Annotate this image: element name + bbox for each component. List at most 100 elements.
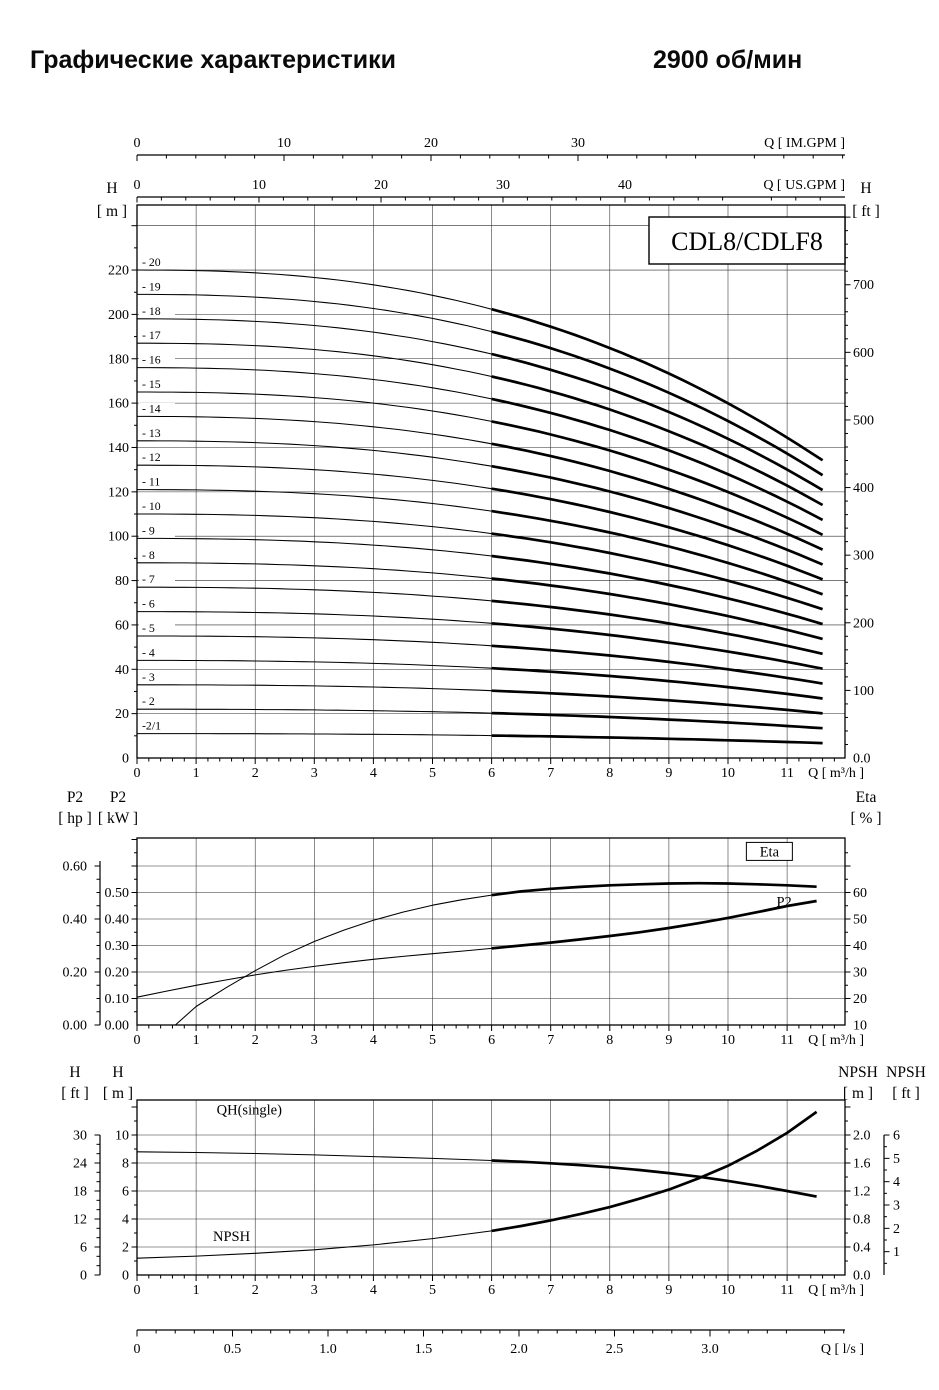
stage-55-curve-bold — [491, 644, 823, 685]
tick-label: 11 — [780, 1283, 793, 1298]
series-label: QH(single) — [217, 1102, 282, 1118]
tick-label: 3 — [311, 766, 318, 781]
tick-label: 1.6 — [853, 1157, 871, 1172]
stage-label-bg — [139, 354, 175, 367]
stage-209-curve — [137, 293, 492, 333]
tick-label: 0 — [122, 752, 129, 767]
tick-label: 0.8 — [853, 1213, 871, 1228]
series-label: Eta — [760, 844, 780, 860]
tick-label: 10 — [721, 766, 735, 781]
tick-label: 0.60 — [63, 860, 88, 875]
P2-curve — [136, 947, 492, 998]
tick-label: 140 — [108, 441, 129, 456]
tick-label: 20 — [115, 707, 129, 722]
y-axis-header: Eta — [856, 789, 877, 806]
tick-label: 4 — [122, 1213, 129, 1228]
tick-label: 1.5 — [415, 1342, 433, 1357]
y-axis-header: [ ft ] — [61, 1085, 89, 1102]
tick-label: 300 — [853, 549, 874, 564]
tick-label: 220 — [108, 264, 129, 279]
stage-88-curve-bold — [491, 577, 823, 641]
NPSH-curve-bold — [491, 1110, 818, 1233]
stage-label: - 17 — [142, 328, 161, 342]
y-axis-header: H — [106, 180, 117, 197]
stage-label-bg — [139, 378, 175, 391]
stage-label: - 4 — [142, 645, 155, 659]
x-axis-title: Q [ m³/h ] — [808, 766, 864, 781]
tick-label: 1 — [193, 1033, 200, 1048]
Eta-curve — [175, 894, 492, 1026]
stage-label-bg — [139, 305, 175, 318]
tick-label: 7 — [547, 766, 554, 781]
tick-label: 8 — [122, 1157, 129, 1172]
tick-label: 5 — [429, 1283, 436, 1298]
tick-label: 30 — [73, 1129, 87, 1144]
y-axis-header: H — [69, 1064, 80, 1081]
tick-label: 1 — [193, 1283, 200, 1298]
y-axis-header: H — [860, 180, 871, 197]
y-axis-header: [ kW ] — [98, 810, 138, 827]
stage-label: - 18 — [142, 304, 161, 318]
tick-label: 8 — [606, 1283, 613, 1298]
tick-label: 200 — [108, 308, 129, 323]
stage-55-curve — [137, 635, 492, 647]
stage-label-bg — [139, 622, 175, 635]
tick-label: 0.0 — [853, 1269, 871, 1284]
power-efficiency-chart: Eta P2 0.00 0.10 0.20 0.30 0.40 0.50 0.00 0.20 0.4… — [58, 789, 881, 1048]
stage-66-curve — [137, 611, 492, 624]
tick-label: 7 — [547, 1033, 554, 1048]
stage-99-curve-bold — [491, 554, 823, 626]
stage-176-curve-bold — [491, 397, 824, 522]
stage-label: - 11 — [142, 475, 160, 489]
tick-label: 4 — [370, 1033, 377, 1048]
model-label: CDL8/CDLF8 — [671, 227, 823, 256]
stage-label-bg — [139, 720, 175, 733]
plot-border — [136, 204, 846, 759]
tick-label: 0 — [134, 766, 141, 781]
y-axis-header: P2 — [110, 789, 126, 806]
stage-165-curve-bold — [491, 420, 824, 537]
tick-label: 10 — [853, 1019, 867, 1034]
tick-label: 6 — [488, 1033, 495, 1048]
tick-label: 18 — [73, 1185, 87, 1200]
head-curves-chart: - 20- 19- 18- 17- 16- 15- 14- 13- 12- 11… — [97, 136, 880, 781]
stage-77-curve — [137, 586, 492, 602]
stage-label-bg — [139, 524, 175, 537]
tick-label: 7 — [547, 1283, 554, 1298]
plot-border — [136, 1099, 846, 1276]
tick-label: 0.00 — [63, 1019, 88, 1034]
tick-label: 0.0 — [853, 752, 871, 767]
tick-label: 0 — [134, 1283, 141, 1298]
tick-label: 2 — [252, 766, 259, 781]
tick-label: 40 — [853, 939, 867, 954]
y-axis-header: H — [112, 1064, 123, 1081]
tick-label: 10 — [721, 1283, 735, 1298]
tick-label: 2 — [893, 1222, 900, 1237]
tick-label: 8 — [606, 766, 613, 781]
tick-label: 4 — [893, 1175, 900, 1190]
tick-label: 80 — [115, 574, 129, 589]
tick-label: 4 — [370, 766, 377, 781]
stage-121-curve — [137, 489, 492, 512]
QH(single)-curve-bold — [491, 1159, 817, 1198]
stage-label: - 5 — [142, 621, 155, 635]
stage-33-curve-bold — [491, 689, 823, 715]
stage-110-curve — [137, 513, 492, 535]
plot-border — [136, 837, 846, 1026]
stage-88-curve — [137, 562, 492, 580]
stage-187-curve-bold — [491, 375, 824, 507]
tick-label: 100 — [108, 530, 129, 545]
tick-label: 6 — [122, 1185, 129, 1200]
y-axis-header: [ % ] — [851, 810, 882, 827]
tick-label: 1.0 — [319, 1342, 337, 1357]
tick-label: 160 — [108, 397, 129, 412]
stage-154-curve-bold — [491, 442, 824, 551]
stage-label: -2/1 — [142, 719, 161, 733]
tick-label: 0.00 — [105, 1019, 130, 1034]
stage-44-curve — [137, 659, 492, 669]
stage-label-bg — [139, 573, 175, 586]
tick-label: 700 — [853, 278, 874, 293]
y-axis-header: [ m ] — [843, 1085, 873, 1102]
stage-label-bg — [139, 256, 175, 269]
